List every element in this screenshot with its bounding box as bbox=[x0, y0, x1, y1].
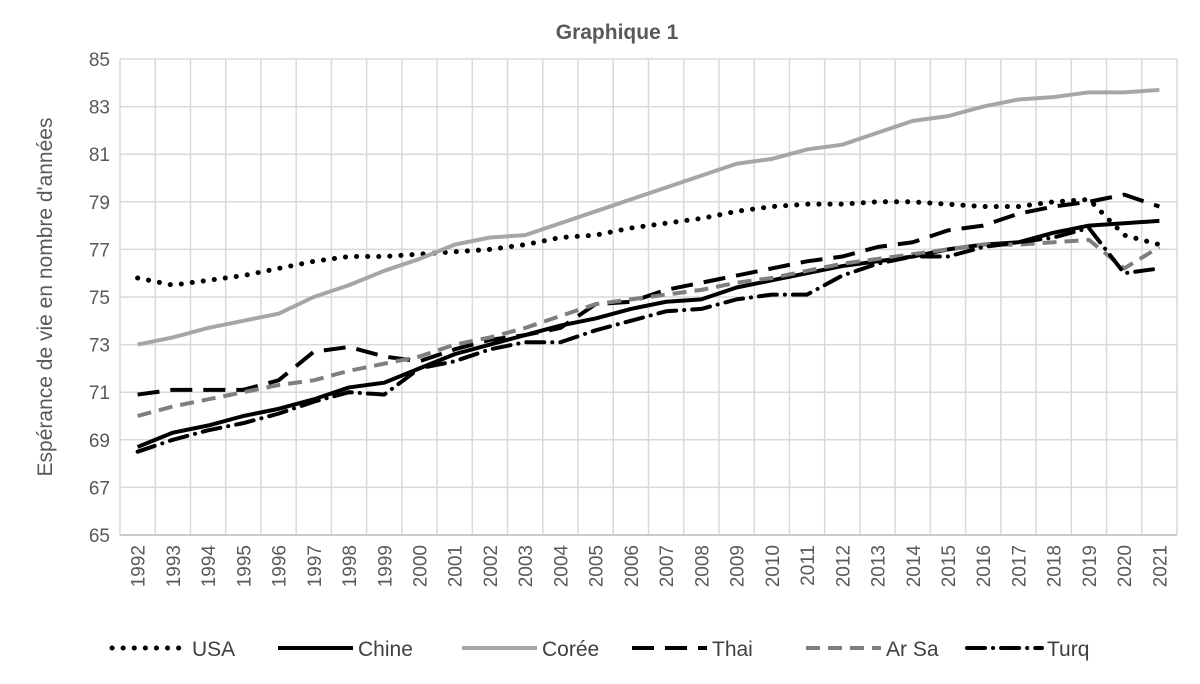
x-tick-label: 2016 bbox=[974, 545, 995, 587]
x-tick-label: 2018 bbox=[1045, 545, 1066, 587]
x-tick-label: 2006 bbox=[622, 545, 643, 587]
x-tick-label: 2014 bbox=[904, 545, 925, 588]
legend-label: Ar Sa bbox=[886, 638, 939, 661]
x-tick-label: 1998 bbox=[340, 545, 361, 587]
series-line-turq bbox=[135, 225, 1162, 454]
series-line-cor-e bbox=[137, 87, 1160, 347]
x-tick-label: 2020 bbox=[1115, 545, 1136, 587]
x-tick-label: 2009 bbox=[728, 545, 749, 587]
y-tick-label: 81 bbox=[89, 145, 110, 166]
x-tick-label: 1993 bbox=[164, 545, 185, 587]
y-tick-label: 77 bbox=[89, 240, 110, 261]
gridlines bbox=[119, 58, 1178, 536]
x-tick-label: 2005 bbox=[587, 545, 608, 587]
y-tick-label: 83 bbox=[89, 98, 110, 119]
y-axis-label: Espérance de vie en nombre d'années bbox=[34, 118, 57, 477]
x-tick-label: 1996 bbox=[270, 545, 291, 587]
x-tick-label: 1992 bbox=[129, 545, 150, 587]
chart-title: Graphique 1 bbox=[556, 21, 679, 44]
x-tick-label: 2001 bbox=[446, 545, 467, 587]
x-tick-label: 2007 bbox=[657, 545, 678, 587]
y-tick-label: 79 bbox=[89, 193, 110, 214]
legend-label: Turq bbox=[1047, 638, 1089, 661]
x-tick-label: 2021 bbox=[1150, 545, 1171, 587]
y-tick-label: 75 bbox=[89, 288, 110, 309]
x-tick-label: 2011 bbox=[798, 545, 819, 586]
y-tick-label: 65 bbox=[89, 526, 110, 547]
x-tick-label: 2003 bbox=[516, 545, 537, 587]
x-tick-label: 2012 bbox=[833, 545, 854, 587]
legend-label: USA bbox=[192, 638, 235, 661]
x-tick-label: 2013 bbox=[869, 545, 890, 587]
legend: USA Chine Corée Thai Ar Sa Turq bbox=[109, 638, 1089, 661]
y-tick-label: 85 bbox=[89, 50, 110, 71]
y-tick-label: 73 bbox=[89, 336, 110, 357]
y-axis-ticks: 65 67 69 71 73 75 77 79 81 83 85 bbox=[89, 50, 110, 547]
x-tick-label: 2000 bbox=[410, 545, 431, 587]
x-tick-label: 2010 bbox=[763, 545, 784, 587]
y-tick-label: 71 bbox=[89, 383, 110, 404]
x-tick-label: 1995 bbox=[234, 545, 255, 587]
x-tick-label: 2004 bbox=[551, 545, 572, 588]
series-lines bbox=[135, 87, 1162, 454]
x-tick-label: 2008 bbox=[692, 545, 713, 587]
x-tick-label: 2017 bbox=[1009, 545, 1030, 587]
x-axis-ticks: 1992 1993 1994 1995 1996 1997 1998 1999 2000 2001… bbox=[129, 545, 1172, 588]
legend-label: Chine bbox=[358, 638, 413, 661]
x-tick-label: 1997 bbox=[305, 545, 326, 587]
series-line-thai bbox=[137, 192, 1161, 397]
x-tick-label: 2015 bbox=[939, 545, 960, 587]
x-tick-label: 2002 bbox=[481, 545, 502, 587]
legend-label: Thai bbox=[712, 638, 753, 661]
y-tick-label: 67 bbox=[89, 478, 110, 499]
x-tick-label: 1999 bbox=[375, 545, 396, 587]
legend-label: Corée bbox=[542, 638, 599, 661]
x-tick-label: 1994 bbox=[199, 545, 220, 588]
x-tick-label: 2019 bbox=[1080, 545, 1101, 587]
y-tick-label: 69 bbox=[89, 431, 110, 452]
